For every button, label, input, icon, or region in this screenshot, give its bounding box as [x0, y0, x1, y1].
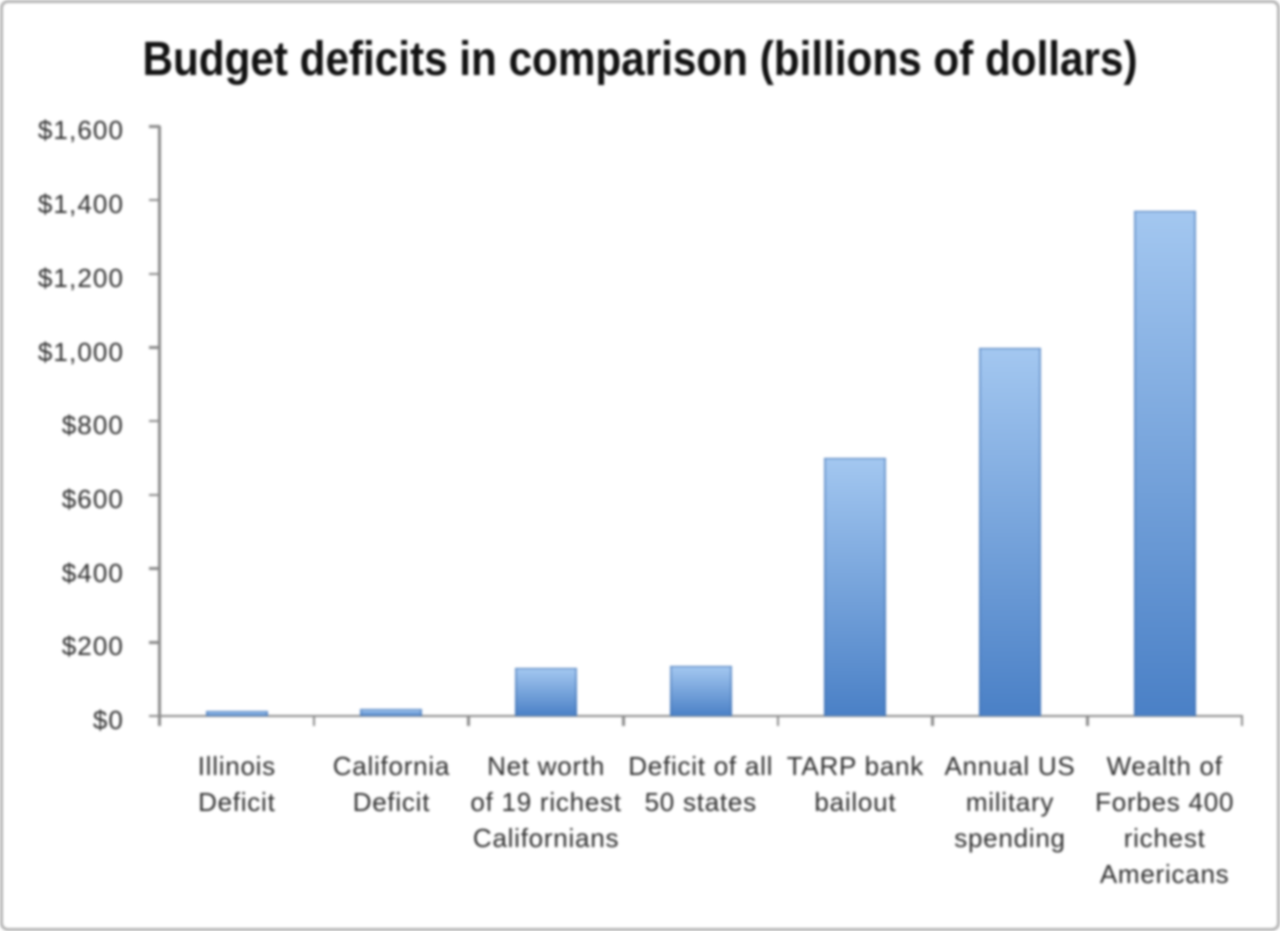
category-label: Deficit of all 50 states [628, 750, 774, 817]
x-axis-tick [1240, 716, 1244, 726]
category-label: Net worth of 19 richest Californians [470, 750, 622, 853]
x-axis-tick [622, 716, 625, 726]
chart-title: Budget deficits in comparison (billions … [142, 33, 1138, 87]
y-axis-tick [148, 198, 160, 202]
y-axis-tick [148, 714, 160, 718]
y-axis-tick [148, 567, 160, 570]
y-axis-tick [148, 493, 160, 497]
y-axis-label: $1,600 [37, 115, 124, 146]
x-axis-tick [931, 716, 934, 726]
x-axis-tick [312, 716, 316, 726]
y-axis-label: $800 [61, 410, 124, 441]
x-axis-tick [467, 716, 471, 726]
category-label: California Deficit [332, 750, 451, 817]
category-label: TARP bank bailout [786, 750, 924, 817]
x-axis-tick [1086, 716, 1089, 726]
bar [1133, 211, 1196, 716]
y-axis-label: $1,200 [37, 262, 124, 293]
y-axis-label: $1,400 [37, 189, 124, 220]
x-axis-tick [158, 716, 161, 726]
bar [669, 666, 732, 716]
bar [824, 458, 887, 716]
y-axis-tick [148, 272, 160, 276]
y-axis-label: $0 [92, 705, 124, 735]
y-axis-label: $400 [61, 557, 124, 588]
category-label: Annual US military spending [944, 750, 1076, 853]
y-axis-label: $600 [61, 483, 124, 514]
x-axis-line [158, 714, 1244, 718]
bar [360, 708, 423, 716]
y-axis-tick [148, 125, 160, 128]
bar [205, 711, 268, 716]
x-axis-tick [776, 716, 780, 726]
y-axis-tick [148, 419, 160, 423]
y-axis-label: $1,000 [37, 336, 124, 367]
y-axis-label: $200 [61, 631, 124, 662]
bar [515, 668, 578, 716]
y-axis-tick [148, 641, 160, 644]
y-axis-tick [148, 346, 160, 349]
bar [979, 347, 1042, 716]
category-label: Illinois Deficit [197, 750, 276, 817]
category-label: Wealth of Forbes 400 richest Americans [1095, 750, 1235, 889]
